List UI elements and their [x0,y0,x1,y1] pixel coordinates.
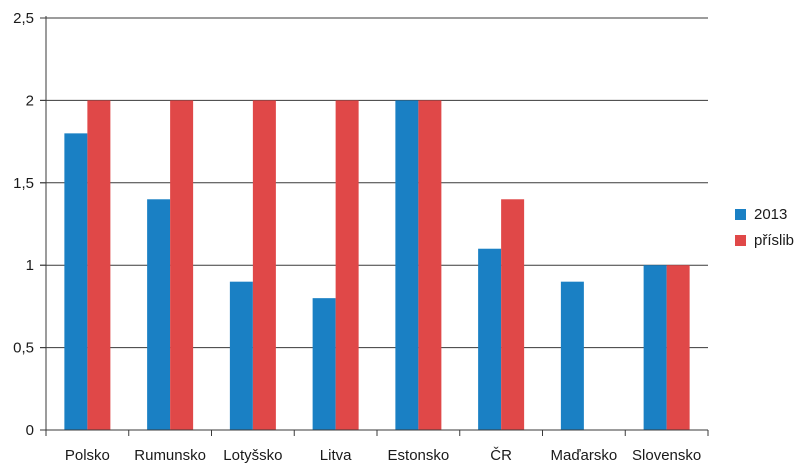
y-tick-label: 0 [26,422,34,439]
bar-series1 [64,133,88,431]
bar-series1 [395,100,419,431]
bar-series1 [643,265,667,430]
legend-swatch [735,235,746,246]
bars [64,100,690,431]
x-tick-label: Lotyšsko [223,447,282,464]
bar-series1 [478,248,502,430]
bar-series1 [560,281,584,430]
x-tick-label: Slovensko [632,447,701,464]
y-tick-label: 0,5 [13,340,34,357]
bar-series2 [252,100,276,431]
x-tick-label: Estonsko [388,447,450,464]
bar-series1 [147,199,171,430]
y-tick-label: 1 [26,257,34,274]
bar-series1 [312,298,336,430]
x-tick-label: ČR [490,447,512,464]
y-tick-label: 2,5 [13,10,34,27]
legend-label: 2013 [754,206,787,223]
legend: 2013 příslib [735,206,794,249]
legend-label: příslib [754,232,794,249]
bar-series2 [335,100,359,431]
bar-series2 [666,265,690,430]
y-axis-ticks: 0 0,5 1 1,5 2 2,5 [13,10,46,439]
axes [45,16,708,431]
gridlines [40,17,708,349]
legend-swatch [735,209,746,220]
x-axis-ticks: Polsko Rumunsko Lotyšsko Litva Estonsko ČR Maď… [45,430,709,464]
bar-series1 [229,281,253,430]
bar-series2 [87,100,111,431]
y-tick-label: 2 [26,92,34,109]
y-tick-label: 1,5 [13,175,34,192]
x-tick-label: Maďarsko [551,447,618,464]
x-tick-label: Rumunsko [134,447,206,464]
bar-series2 [501,199,525,430]
bar-series2 [418,100,442,431]
bar-series2 [170,100,194,431]
x-tick-label: Litva [320,447,352,464]
x-tick-label: Polsko [65,447,110,464]
